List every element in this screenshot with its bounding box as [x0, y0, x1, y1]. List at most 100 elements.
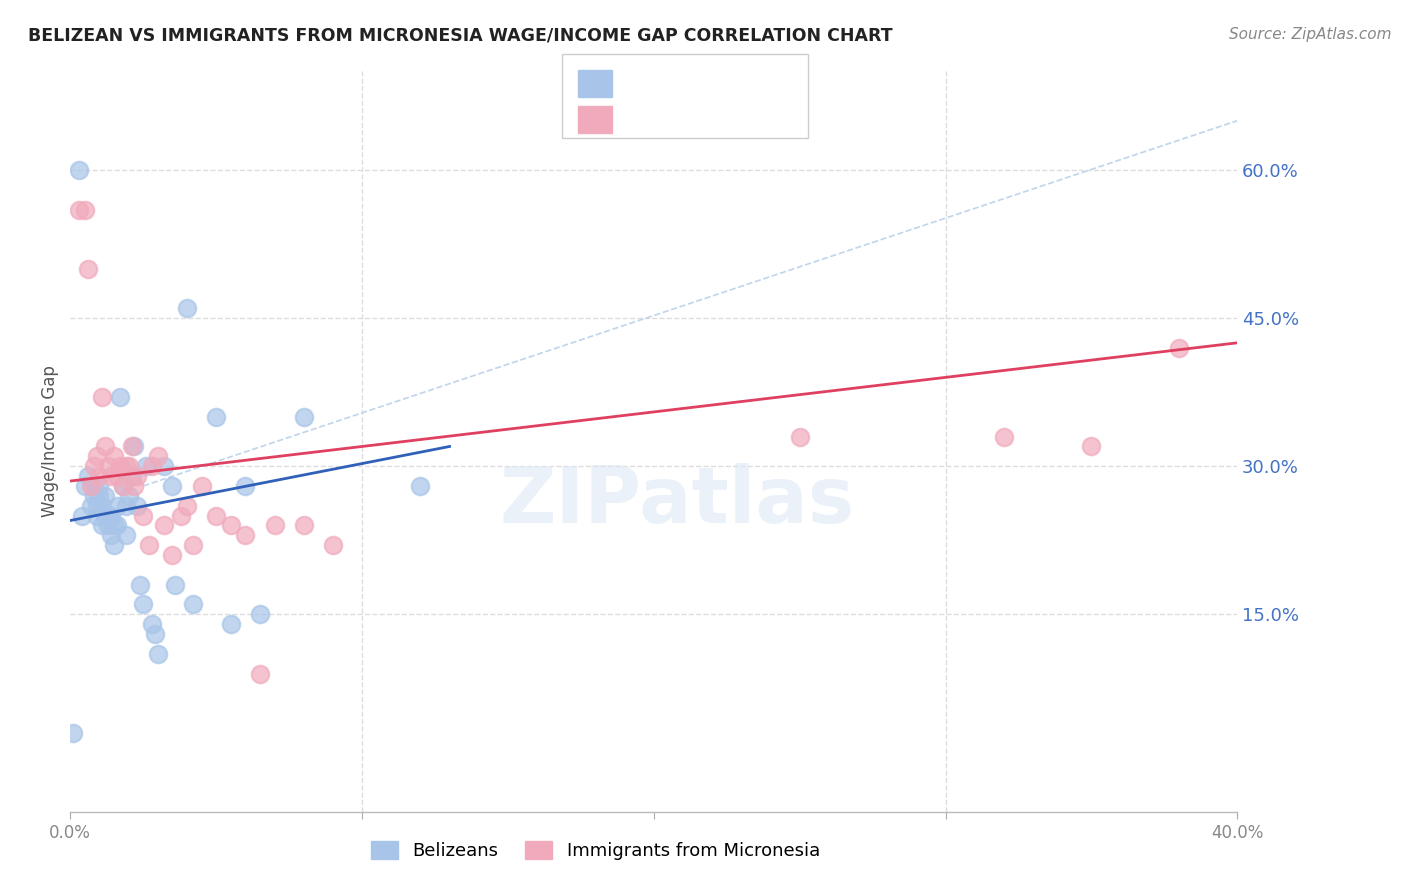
Point	[86, 508, 108, 523]
Point	[132, 598, 155, 612]
Text: 0.188: 0.188	[647, 111, 699, 128]
Point	[108, 459, 131, 474]
Point	[205, 508, 228, 523]
Point	[94, 489, 117, 503]
Point	[152, 518, 174, 533]
Point	[129, 577, 152, 591]
Point	[162, 479, 184, 493]
Point	[73, 479, 96, 493]
Point	[263, 518, 285, 533]
Point	[91, 499, 114, 513]
Point	[162, 548, 184, 562]
Point	[94, 440, 117, 454]
Point	[111, 479, 134, 493]
Point	[111, 479, 134, 493]
Text: 49: 49	[737, 75, 761, 93]
Point	[80, 499, 103, 513]
Point	[67, 202, 90, 217]
Point	[100, 528, 122, 542]
Point	[86, 450, 108, 464]
Point	[91, 390, 114, 404]
Point	[176, 301, 198, 316]
Point	[789, 429, 811, 443]
Point	[176, 499, 198, 513]
Text: Source: ZipAtlas.com: Source: ZipAtlas.com	[1229, 27, 1392, 42]
Point	[233, 479, 256, 493]
Point	[249, 666, 271, 681]
Point	[121, 469, 143, 483]
Point	[108, 390, 131, 404]
Point	[103, 538, 125, 552]
Point	[141, 617, 163, 632]
Text: R =: R =	[619, 111, 655, 128]
Point	[249, 607, 271, 622]
Text: N =: N =	[709, 75, 745, 93]
Point	[80, 479, 103, 493]
Point	[73, 202, 96, 217]
Point	[86, 499, 108, 513]
Point	[152, 459, 174, 474]
Point	[62, 725, 84, 739]
Point	[105, 499, 128, 513]
Point	[67, 163, 90, 178]
Y-axis label: Wage/Income Gap: Wage/Income Gap	[41, 366, 59, 517]
Point	[100, 508, 122, 523]
Point	[121, 440, 143, 454]
Point	[114, 499, 136, 513]
Point	[205, 409, 228, 424]
Point	[181, 598, 204, 612]
Point	[1080, 440, 1102, 454]
Point	[138, 538, 160, 552]
Point	[143, 627, 166, 641]
Point	[83, 459, 105, 474]
Point	[118, 489, 141, 503]
Point	[292, 518, 315, 533]
Text: 41: 41	[737, 111, 759, 128]
Point	[219, 617, 242, 632]
Point	[127, 469, 149, 483]
Point	[76, 261, 98, 276]
Point	[993, 429, 1015, 443]
Point	[70, 508, 93, 523]
Point	[89, 469, 111, 483]
Text: N =: N =	[709, 111, 745, 128]
Point	[118, 459, 141, 474]
Point	[181, 538, 204, 552]
Point	[97, 508, 120, 523]
Point	[105, 518, 128, 533]
Point	[165, 577, 187, 591]
Point	[1167, 341, 1189, 355]
Text: R =: R =	[619, 75, 655, 93]
Text: ZIPatlas: ZIPatlas	[499, 463, 855, 539]
Point	[146, 647, 169, 661]
Point	[89, 489, 111, 503]
Point	[124, 479, 146, 493]
Point	[114, 459, 136, 474]
Point	[132, 508, 155, 523]
Point	[91, 518, 114, 533]
Point	[124, 440, 146, 454]
Point	[103, 518, 125, 533]
Legend: Belizeans, Immigrants from Micronesia: Belizeans, Immigrants from Micronesia	[361, 832, 830, 870]
Point	[76, 469, 98, 483]
Text: 0.292: 0.292	[647, 75, 700, 93]
Point	[322, 538, 344, 552]
Point	[146, 450, 169, 464]
Point	[170, 508, 193, 523]
Point	[97, 459, 120, 474]
Point	[94, 508, 117, 523]
Point	[135, 459, 157, 474]
Point	[83, 479, 105, 493]
Point	[97, 518, 120, 533]
Point	[219, 518, 242, 533]
Point	[409, 479, 432, 493]
Point	[141, 459, 163, 474]
Point	[127, 499, 149, 513]
Point	[100, 469, 122, 483]
Point	[83, 489, 105, 503]
Point	[89, 479, 111, 493]
Point	[190, 479, 212, 493]
Point	[103, 450, 125, 464]
Text: BELIZEAN VS IMMIGRANTS FROM MICRONESIA WAGE/INCOME GAP CORRELATION CHART: BELIZEAN VS IMMIGRANTS FROM MICRONESIA W…	[28, 27, 893, 45]
Point	[233, 528, 256, 542]
